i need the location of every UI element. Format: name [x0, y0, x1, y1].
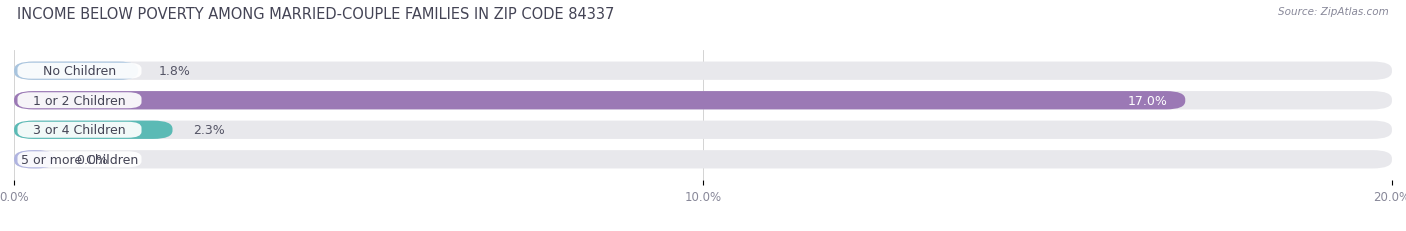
FancyBboxPatch shape [17, 152, 142, 167]
FancyBboxPatch shape [17, 122, 142, 138]
Text: 1 or 2 Children: 1 or 2 Children [34, 94, 125, 107]
Text: INCOME BELOW POVERTY AMONG MARRIED-COUPLE FAMILIES IN ZIP CODE 84337: INCOME BELOW POVERTY AMONG MARRIED-COUPL… [17, 7, 614, 22]
Text: 0.0%: 0.0% [76, 153, 108, 166]
FancyBboxPatch shape [14, 121, 1392, 139]
FancyBboxPatch shape [14, 121, 173, 139]
FancyBboxPatch shape [14, 92, 1185, 110]
Text: 2.3%: 2.3% [193, 124, 225, 137]
FancyBboxPatch shape [14, 62, 138, 81]
FancyBboxPatch shape [14, 150, 55, 169]
FancyBboxPatch shape [17, 93, 142, 109]
Text: 17.0%: 17.0% [1128, 94, 1168, 107]
FancyBboxPatch shape [14, 62, 1392, 81]
FancyBboxPatch shape [14, 92, 1392, 110]
Text: 3 or 4 Children: 3 or 4 Children [34, 124, 125, 137]
Text: Source: ZipAtlas.com: Source: ZipAtlas.com [1278, 7, 1389, 17]
FancyBboxPatch shape [17, 64, 142, 79]
FancyBboxPatch shape [14, 150, 1392, 169]
Text: 1.8%: 1.8% [159, 65, 191, 78]
Text: 5 or more Children: 5 or more Children [21, 153, 138, 166]
Text: No Children: No Children [44, 65, 117, 78]
